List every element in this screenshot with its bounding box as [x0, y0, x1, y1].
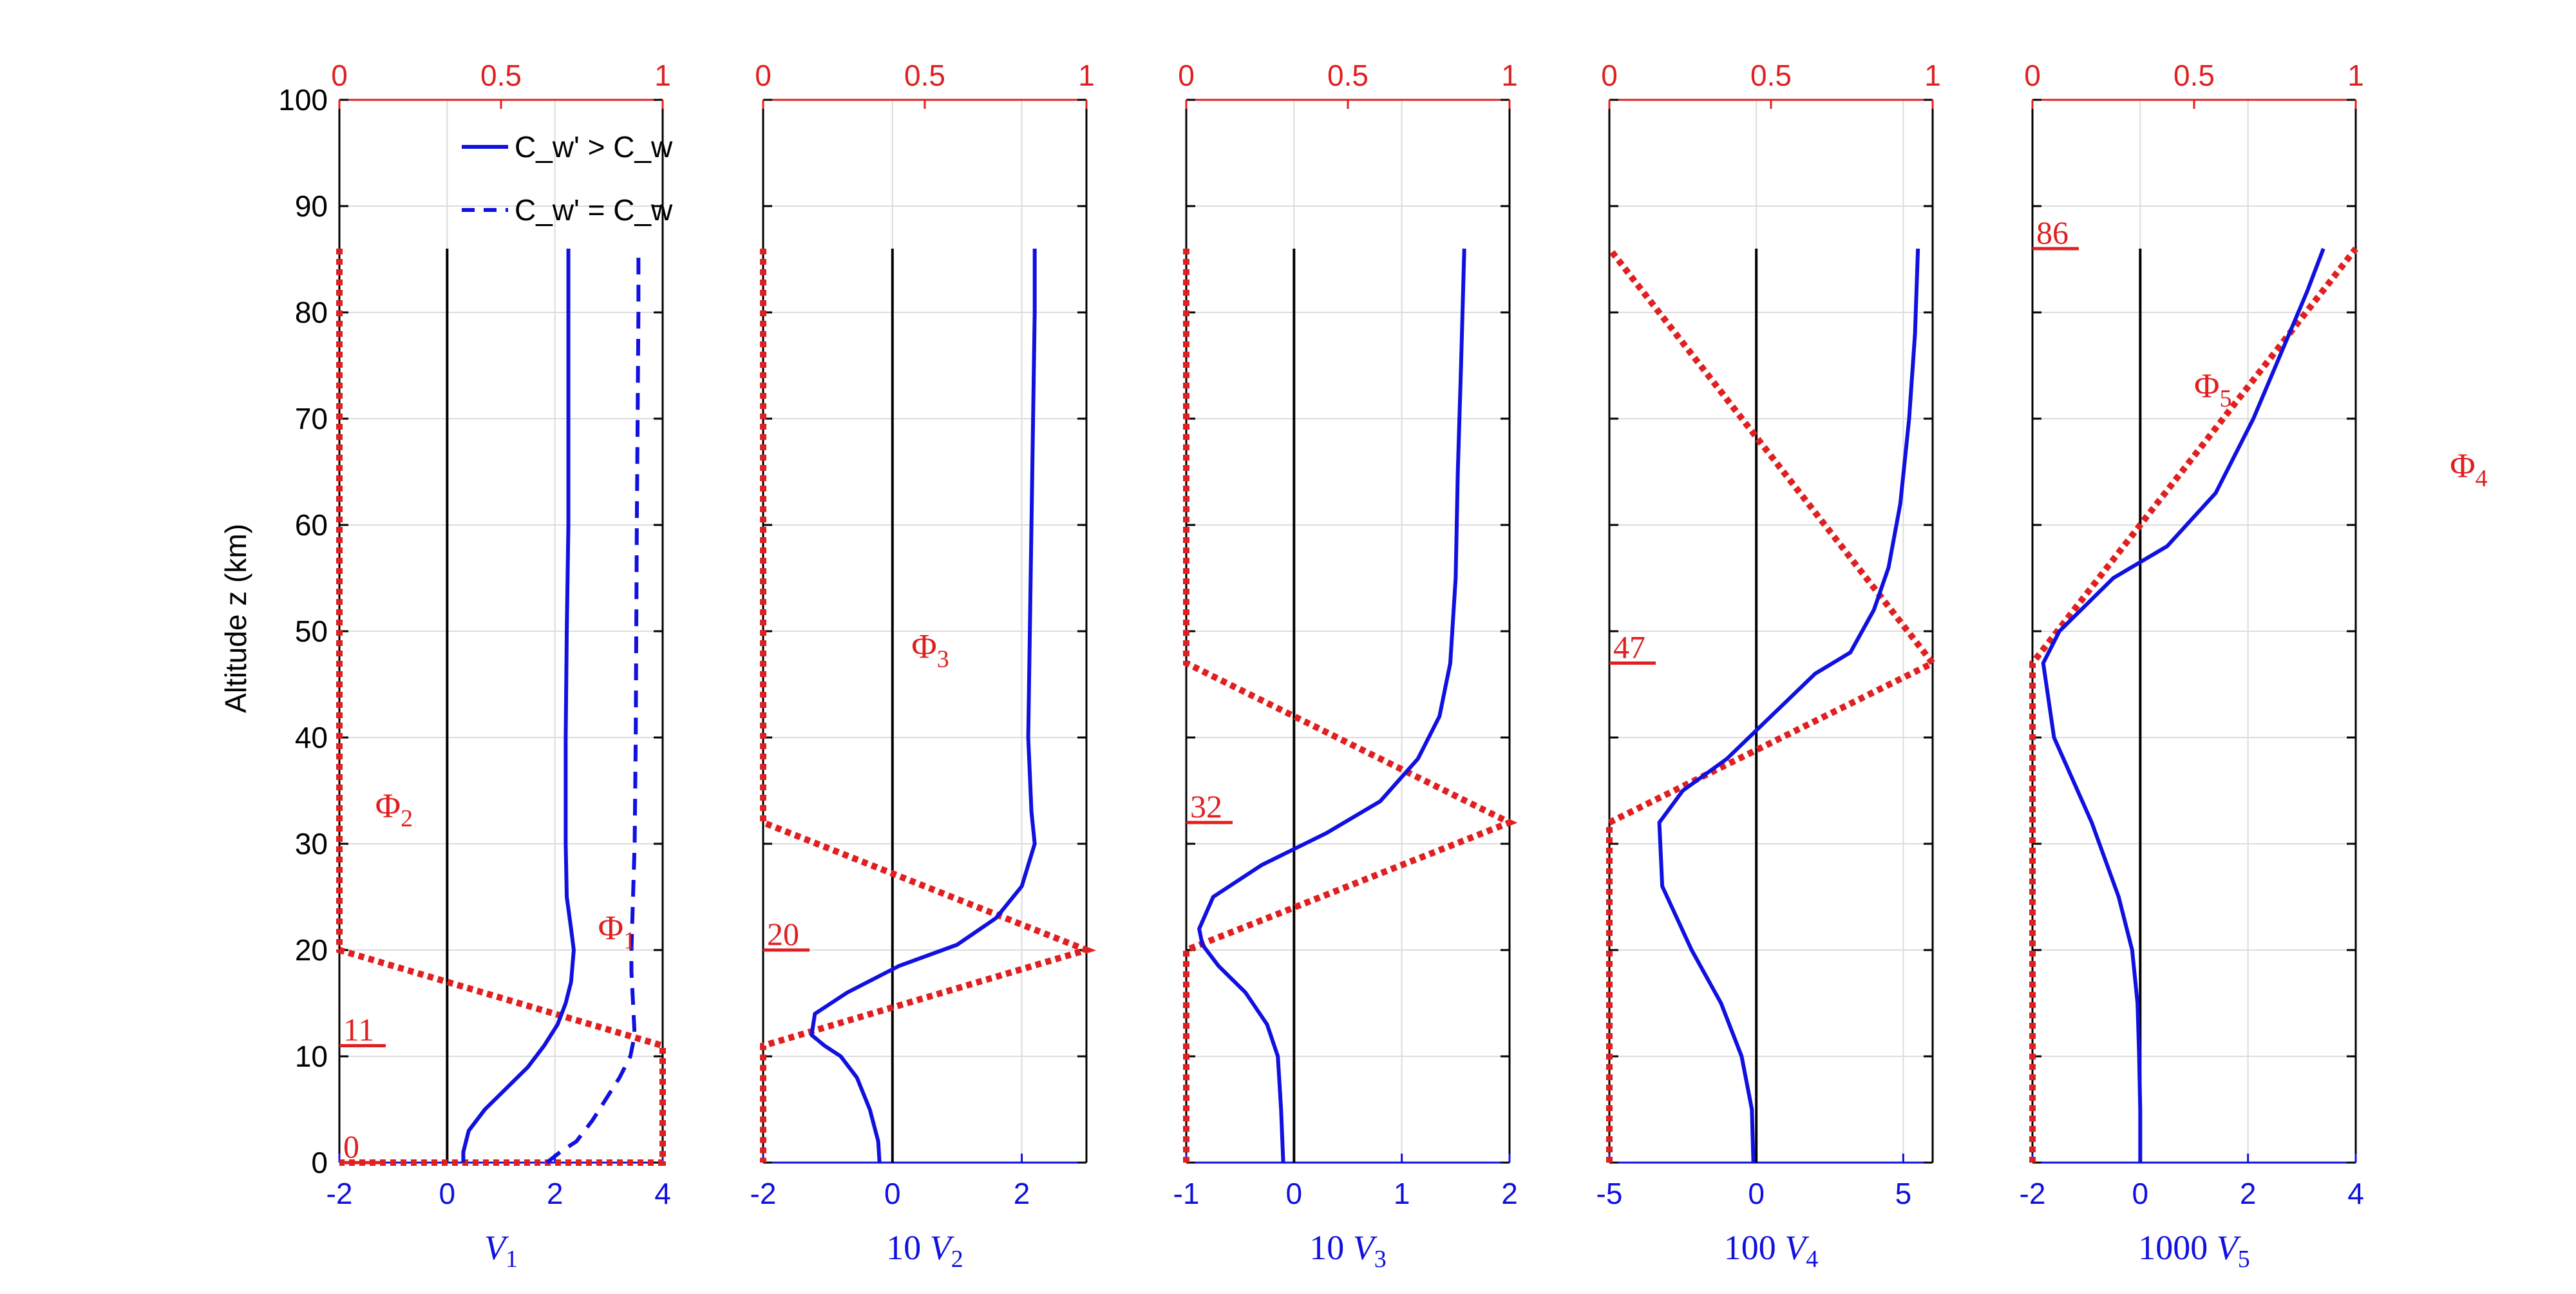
top-tick-label: 0.5 [904, 59, 945, 92]
y-tick-label: 90 [295, 189, 328, 223]
top-tick-label: 1 [1924, 59, 1941, 92]
phi-label: Φ1 [598, 909, 636, 955]
panel-5: -2 0 2 4 0 0.5 1 1000 V5 Φ5 86 [2020, 59, 2364, 1273]
top-tick-label: 0.5 [1750, 59, 1792, 92]
top-tick-label: 0.5 [480, 59, 522, 92]
phi-label: Φ4 [2450, 446, 2487, 492]
legend-entry-label: C_w' > C_w [515, 130, 673, 164]
phi-label: Φ2 [375, 786, 413, 832]
x-tick-label: 2 [1014, 1177, 1030, 1210]
top-tick-label: 0 [1601, 59, 1618, 92]
top-tick-label: 0.5 [2174, 59, 2215, 92]
x-tick-label: -1 [1173, 1177, 1200, 1210]
top-tick-label: 0 [755, 59, 772, 92]
x-tick-label: 0 [2132, 1177, 2149, 1210]
phi-profile-line [336, 249, 666, 1166]
y-tick-label: 40 [295, 721, 328, 754]
top-tick-label: 0 [331, 59, 348, 92]
x-tick-label: 4 [2347, 1177, 2364, 1210]
x-axis-label: 10 V3 [1309, 1228, 1387, 1273]
velocity-line-solid [810, 249, 1037, 1163]
x-tick-label: 1 [1394, 1177, 1410, 1210]
phi-profile-line [1606, 246, 1938, 1163]
level-marker-label: 32 [1190, 788, 1222, 824]
top-tick-label: 0 [1178, 59, 1195, 92]
x-tick-label: 2 [2240, 1177, 2257, 1210]
top-tick-label: 1 [654, 59, 671, 92]
x-axis-label: V1 [484, 1228, 518, 1273]
velocity-line-solid [1657, 248, 1920, 1163]
x-tick-label: 0 [1286, 1177, 1303, 1210]
phi-label: Φ3 [911, 627, 949, 672]
x-tick-label: 0 [884, 1177, 901, 1210]
y-tick-label: 0 [311, 1146, 328, 1179]
x-tick-label: 5 [1895, 1177, 1912, 1210]
y-tick-label: 80 [295, 296, 328, 329]
level-marker-label: 0 [343, 1128, 359, 1165]
top-tick-label: 1 [1501, 59, 1518, 92]
phi-profile-line [2029, 246, 2358, 1163]
y-axis-label: Altitude z (km) [219, 524, 252, 713]
y-tick-label: 70 [295, 402, 328, 435]
y-tick-label: 60 [295, 508, 328, 542]
x-tick-label: -2 [327, 1177, 353, 1210]
y-tick-label: 20 [295, 933, 328, 967]
legend-entry-label: C_w' = C_w [515, 193, 673, 227]
top-tick-label: 0 [2024, 59, 2041, 92]
x-tick-label: 2 [1501, 1177, 1518, 1210]
x-tick-label: 0 [439, 1177, 456, 1210]
phi-profile-line [1183, 249, 1518, 1163]
top-tick-label: 0.5 [1327, 59, 1368, 92]
y-tick-label: 50 [295, 614, 328, 648]
x-axis-label: 1000 V5 [2138, 1228, 2250, 1273]
velocity-line-solid [2041, 247, 2325, 1163]
y-tick-label: 30 [295, 827, 328, 861]
velocity-line-solid [461, 249, 576, 1163]
top-tick-label: 1 [2347, 59, 2364, 92]
x-tick-label: 4 [654, 1177, 671, 1210]
x-axis-label: 10 V2 [886, 1228, 963, 1273]
x-tick-label: -2 [2020, 1177, 2046, 1210]
x-tick-label: -2 [750, 1177, 777, 1210]
level-marker-label: 47 [1613, 629, 1645, 665]
x-tick-label: -5 [1596, 1177, 1623, 1210]
velocity-line-dashed [545, 249, 641, 1165]
top-tick-label: 1 [1078, 59, 1095, 92]
velocity-line-solid [1197, 248, 1466, 1163]
phi-profile-line [760, 249, 1097, 1163]
phi-label: Φ5 [2194, 366, 2231, 412]
level-marker-label: 20 [767, 916, 799, 952]
level-marker-label: 86 [2036, 214, 2069, 251]
x-axis-label: 100 V4 [1724, 1228, 1819, 1273]
x-tick-label: 2 [547, 1177, 564, 1210]
panel-4: -5 0 5 0 0.5 1 100 V4 Φ4 47 [1596, 59, 2488, 1273]
y-tick-label: 100 [278, 83, 328, 117]
legend: C_w' > C_w C_w' = C_w [462, 130, 673, 227]
x-tick-label: 0 [1748, 1177, 1765, 1210]
level-marker-label: 11 [343, 1012, 374, 1048]
y-tick-label: 10 [295, 1040, 328, 1073]
